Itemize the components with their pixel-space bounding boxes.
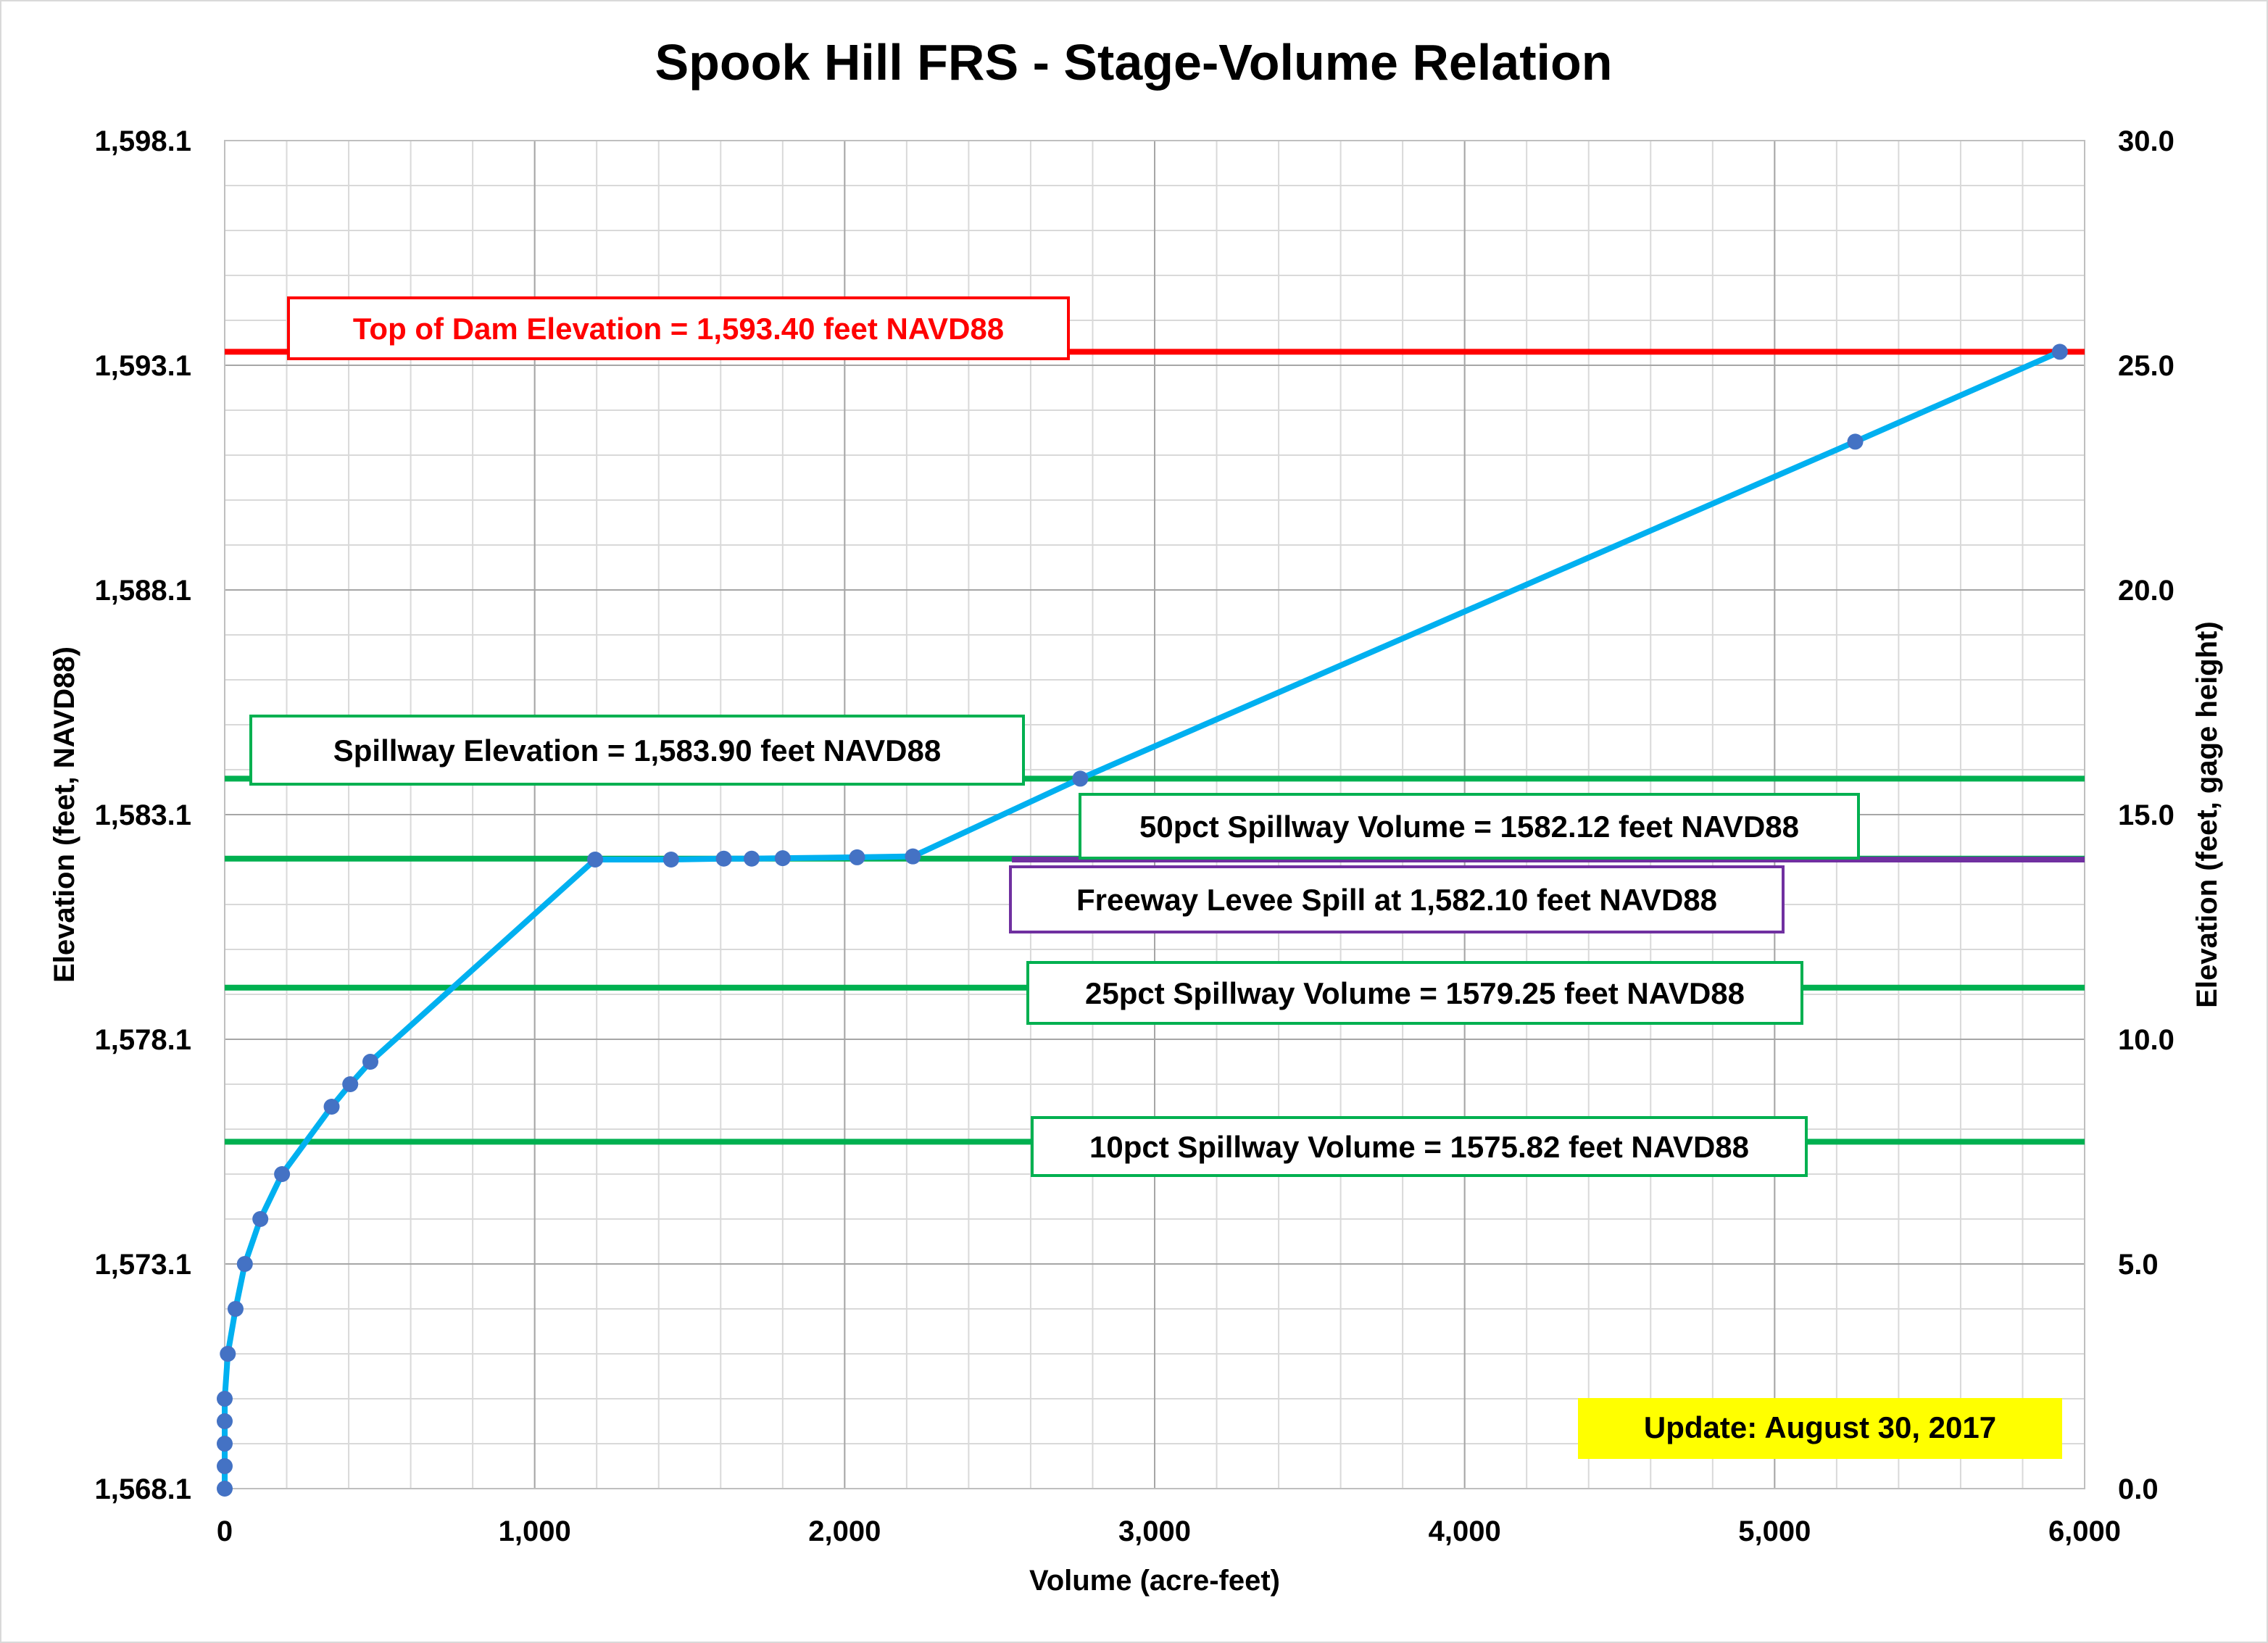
reference-label: 25pct Spillway Volume = 1579.25 feet NAV…: [1085, 976, 1745, 1010]
y-left-tick-label: 1,588.1: [95, 575, 191, 607]
data-point: [2051, 344, 2068, 360]
data-point: [744, 850, 760, 867]
y-right-tick-label: 20.0: [2118, 575, 2174, 607]
reference-label-box: [287, 296, 1070, 360]
y-right-tick-label: 30.0: [2118, 125, 2174, 157]
data-point: [1847, 433, 1864, 450]
data-point: [587, 852, 604, 868]
y-left-axis-ticks: 1,568.1 1,573.1 1,578.1 1,583.1 1,588.1 1,593…: [95, 125, 191, 1505]
data-point: [1072, 770, 1089, 787]
y-left-axis-label: Elevation (feet, NAVD88): [49, 646, 80, 983]
reference-label-box: [1079, 793, 1860, 860]
x-axis-label: Volume (acre-feet): [1029, 1565, 1280, 1597]
update-annotation: Update: August 30, 2017: [1578, 1398, 2062, 1459]
chart-title: Spook Hill FRS - Stage-Volume Relation: [655, 34, 1612, 91]
data-point: [217, 1436, 233, 1452]
data-point: [274, 1166, 291, 1182]
data-point: [323, 1099, 340, 1115]
data-point: [252, 1211, 269, 1227]
data-point: [220, 1346, 236, 1362]
data-point: [217, 1413, 233, 1429]
y-left-tick-label: 1,568.1: [95, 1473, 191, 1505]
x-tick-label: 5,000: [1738, 1515, 1811, 1547]
reference-label: Freeway Levee Spill at 1,582.10 feet NAV…: [1076, 883, 1717, 917]
x-tick-label: 6,000: [2048, 1515, 2121, 1547]
x-tick-label: 0: [217, 1515, 233, 1547]
y-right-tick-label: 15.0: [2118, 799, 2174, 831]
x-tick-label: 1,000: [499, 1515, 571, 1547]
reference-label: Top of Dam Elevation = 1,593.40 feet NAV…: [353, 312, 1004, 346]
x-tick-label: 2,000: [808, 1515, 881, 1547]
data-point: [217, 1458, 233, 1474]
update-box: [1578, 1398, 2062, 1459]
x-tick-label: 3,000: [1118, 1515, 1191, 1547]
y-left-tick-label: 1,598.1: [95, 125, 191, 157]
y-right-tick-label: 25.0: [2118, 350, 2174, 382]
x-tick-label: 4,000: [1429, 1515, 1501, 1547]
reference-label: 10pct Spillway Volume = 1575.82 feet NAV…: [1089, 1130, 1749, 1164]
reference-labels: Top of Dam Elevation = 1,593.40 feet NAV…: [249, 296, 1860, 1177]
reference-label: Spillway Elevation = 1,583.90 feet NAVD8…: [333, 733, 941, 768]
data-point: [774, 850, 791, 867]
data-point: [342, 1076, 359, 1092]
reference-label-box: [1009, 865, 1785, 933]
y-right-tick-label: 0.0: [2118, 1473, 2159, 1505]
data-point: [662, 852, 679, 868]
x-axis-ticks: 0 1,000 2,000 3,000 4,000 5,000 6,000: [217, 1515, 2121, 1547]
data-point: [217, 1481, 233, 1497]
reference-label: 50pct Spillway Volume = 1582.12 feet NAV…: [1139, 810, 1799, 844]
data-point: [227, 1301, 244, 1317]
y-right-axis-ticks: 0.0 5.0 10.0 15.0 20.0 25.0 30.0: [2118, 125, 2174, 1505]
y-left-tick-label: 1,573.1: [95, 1249, 191, 1281]
reference-label-box: [249, 715, 1025, 786]
plot-area-border: [224, 140, 2085, 1489]
data-point: [236, 1256, 253, 1272]
y-left-tick-label: 1,583.1: [95, 799, 191, 831]
y-left-tick-label: 1,578.1: [95, 1024, 191, 1056]
update-text: Update: August 30, 2017: [1644, 1410, 1996, 1444]
data-point: [362, 1054, 379, 1070]
reference-label-box: [1031, 1116, 1808, 1177]
reference-label-box: [1026, 961, 1803, 1025]
y-right-axis-label: Elevation (feet, gage height): [2191, 621, 2223, 1007]
y-right-tick-label: 10.0: [2118, 1024, 2174, 1056]
y-left-tick-label: 1,593.1: [95, 350, 191, 382]
y-right-tick-label: 5.0: [2118, 1249, 2159, 1281]
data-point: [849, 849, 865, 865]
data-point: [217, 1391, 233, 1407]
data-point: [715, 850, 732, 867]
data-series: [217, 344, 2068, 1497]
data-point: [905, 848, 921, 865]
